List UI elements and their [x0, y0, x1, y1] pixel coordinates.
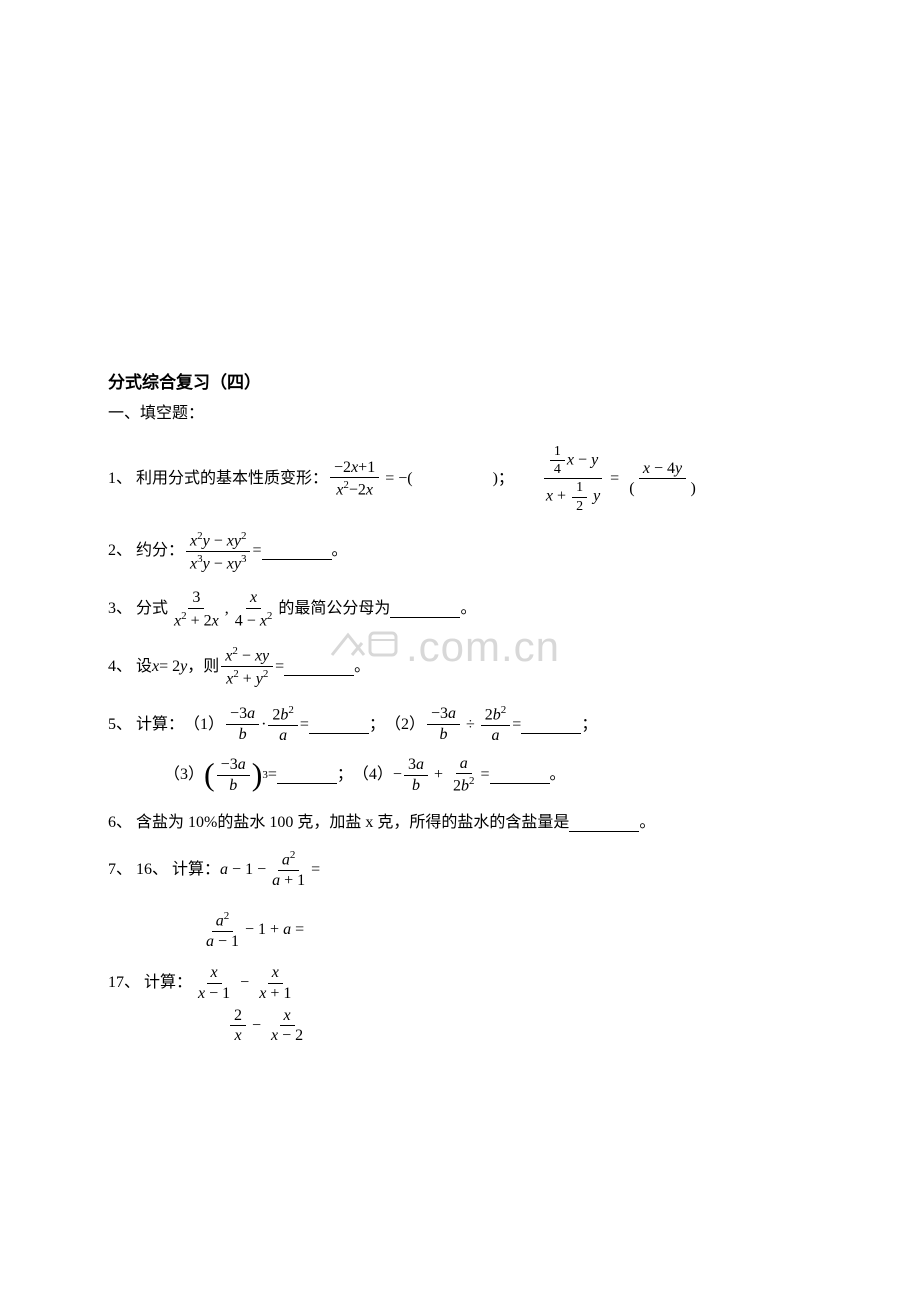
problem-17-line2: 2 x − x x − 2	[228, 1007, 812, 1045]
semicolon: ；	[369, 713, 385, 737]
semicolon: ；	[337, 763, 353, 787]
fraction-numerator: −3a	[427, 705, 460, 725]
problem-number: 3、	[108, 597, 132, 621]
problem-text: 计算：	[144, 971, 192, 995]
part-label: （2）	[385, 713, 425, 737]
part-label: （1）	[184, 713, 224, 737]
problem-3: 3、 分式 3 x2 + 2x , x 4 − x2 的最简公分母为 。	[108, 589, 812, 630]
semicolon: ；	[581, 713, 597, 737]
fraction-numerator: a2	[278, 849, 300, 871]
fraction-denominator: x2 + y2	[222, 667, 272, 688]
fraction-denominator: 2b2	[449, 774, 479, 795]
fraction-denominator: x − 2	[267, 1026, 307, 1045]
answer-blank	[309, 716, 369, 734]
problem-text: 计算：	[136, 713, 184, 737]
part-label: （3）	[164, 763, 204, 787]
problem-1: 1、 利用分式的基本性质变形： −2x+1 x2−2x = −( ) ； 14 …	[108, 444, 812, 515]
fraction-numerator: 2b2	[268, 704, 298, 726]
fraction-denominator: a + 1	[268, 871, 309, 890]
problem-number: 5、	[108, 713, 132, 737]
fraction-denominator: b	[225, 776, 241, 795]
fraction-numerator: −2x+1	[330, 459, 379, 479]
problem-text: 约分：	[136, 539, 184, 563]
fraction-denominator: x2−2x	[332, 478, 377, 499]
problem-number: 6、	[108, 811, 132, 835]
problem-text: 利用分式的基本性质变形：	[136, 467, 328, 491]
fraction-denominator: a − 1	[202, 932, 243, 951]
problem-text: 分式	[136, 597, 168, 621]
answer-blank	[277, 766, 337, 784]
fraction-denominator: a	[488, 726, 504, 745]
answer-blank	[521, 716, 581, 734]
fraction-numerator: x2 − xy	[221, 645, 273, 667]
fraction-denominator: x2 + 2x	[170, 609, 223, 630]
answer-blank	[284, 658, 354, 676]
fraction-numerator: x	[280, 1007, 295, 1027]
problem-6: 6、 含盐为 10%的盐水 100 克，加盐 x 克，所得的盐水的含盐量是 。	[108, 811, 812, 835]
fraction-denominator: b	[408, 776, 424, 795]
fraction-denominator: b	[435, 725, 451, 744]
problem-7-line2: a2 a − 1 − 1 + a =	[200, 910, 812, 951]
problem-text: 的最简公分母为	[278, 597, 390, 621]
period: 。	[354, 655, 370, 679]
period: 。	[332, 539, 348, 563]
problem-text: 含盐为 10%的盐水 100 克，加盐 x 克，所得的盐水的含盐量是	[136, 811, 569, 835]
section-header: 一、填空题：	[108, 402, 812, 426]
fraction-numerator: 2	[230, 1007, 246, 1027]
problem-number: 17、	[108, 971, 140, 995]
problem-5: 5、 计算： （1） −3a b · 2b2 a = ； （2） −3a b ÷	[108, 704, 812, 745]
fraction-denominator: 4 − x2	[231, 609, 277, 630]
problem-number: 2、	[108, 539, 132, 563]
answer-blank	[569, 814, 639, 832]
problem-text: ，则	[187, 655, 219, 679]
fraction-denominator: x3y − xy3	[186, 552, 250, 573]
problem-number: 1、	[108, 467, 132, 491]
fraction-numerator: x	[268, 964, 283, 984]
problem-7: 7、 16、 计算： a − 1 − a2 a + 1 =	[108, 849, 812, 890]
fraction-numerator: x	[246, 589, 261, 609]
period: 。	[550, 763, 566, 787]
fraction-denominator-blank: ( )	[625, 479, 700, 498]
fraction-numerator: a2	[212, 910, 234, 932]
fraction-denominator: x + 1	[255, 984, 295, 1003]
fraction-denominator: b	[235, 725, 251, 744]
fraction-numerator: 14 x − y	[544, 444, 602, 480]
fraction-numerator: a	[456, 755, 472, 775]
answer-blank	[490, 766, 550, 784]
problem-text: 计算：	[172, 858, 220, 882]
fraction-numerator: 3a	[404, 756, 428, 776]
fraction-numerator: 3	[188, 589, 204, 609]
period: 。	[639, 811, 655, 835]
fraction-numerator: −3a	[226, 705, 259, 725]
fraction-denominator: x − 1	[194, 984, 234, 1003]
answer-blank	[262, 542, 332, 560]
problem-text: 设	[136, 655, 152, 679]
part-label: （4）	[353, 763, 393, 787]
fraction-denominator: x	[230, 1026, 245, 1045]
problem-4: 4、 设 x = 2y ，则 x2 − xy x2 + y2 = 。	[108, 645, 812, 688]
problem-17: 17、 计算： x x − 1 − x x + 1	[108, 964, 812, 1002]
equals-text: = −(	[381, 467, 412, 491]
fraction-denominator: x + 12 y	[542, 479, 604, 514]
problem-number: 7、	[108, 858, 132, 882]
answer-blank	[390, 600, 460, 618]
problem-number: 4、	[108, 655, 132, 679]
problem-2: 2、 约分： x2y − xy2 x3y − xy3 = 。	[108, 530, 812, 573]
problem-5-line2: （3） ( −3a b )3 = ； （4） − 3a b + a 2b2 =	[164, 755, 812, 796]
fraction-denominator: a	[275, 726, 291, 745]
problem-alt-number: 16、	[136, 858, 168, 882]
document-title: 分式综合复习（四）	[108, 370, 812, 396]
period: 。	[460, 597, 476, 621]
fraction-numerator: −3a	[217, 756, 250, 776]
fraction-numerator: x − 4y	[639, 460, 686, 480]
fraction-numerator: x	[207, 964, 222, 984]
fraction-numerator: 2b2	[481, 704, 511, 726]
fraction-numerator: x2y − xy2	[186, 530, 250, 552]
